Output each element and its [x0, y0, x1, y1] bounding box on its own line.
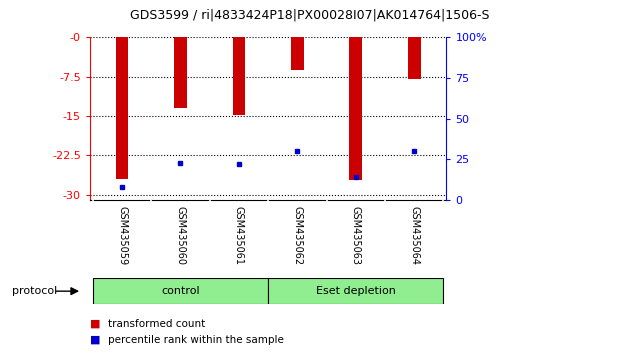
- Text: ■: ■: [90, 335, 100, 345]
- Bar: [115, 37, 128, 179]
- Text: Eset depletion: Eset depletion: [316, 286, 396, 296]
- Bar: [291, 37, 304, 70]
- Bar: [350, 37, 362, 180]
- FancyBboxPatch shape: [93, 278, 268, 304]
- Text: control: control: [161, 286, 200, 296]
- Text: GSM435059: GSM435059: [117, 206, 127, 266]
- Text: GSM435063: GSM435063: [351, 206, 361, 265]
- Text: GSM435060: GSM435060: [175, 206, 185, 265]
- Text: GSM435061: GSM435061: [234, 206, 244, 265]
- Text: transformed count: transformed count: [108, 319, 206, 329]
- Text: protocol: protocol: [12, 286, 58, 296]
- Text: ■: ■: [90, 319, 100, 329]
- Bar: [232, 37, 246, 115]
- Text: GSM435064: GSM435064: [409, 206, 419, 265]
- Bar: [174, 37, 187, 108]
- FancyBboxPatch shape: [268, 278, 443, 304]
- Text: GSM435062: GSM435062: [293, 206, 303, 266]
- Text: percentile rank within the sample: percentile rank within the sample: [108, 335, 285, 345]
- Bar: [408, 37, 421, 79]
- Text: GDS3599 / ri|4833424P18|PX00028I07|AK014764|1506-S: GDS3599 / ri|4833424P18|PX00028I07|AK014…: [130, 9, 490, 22]
